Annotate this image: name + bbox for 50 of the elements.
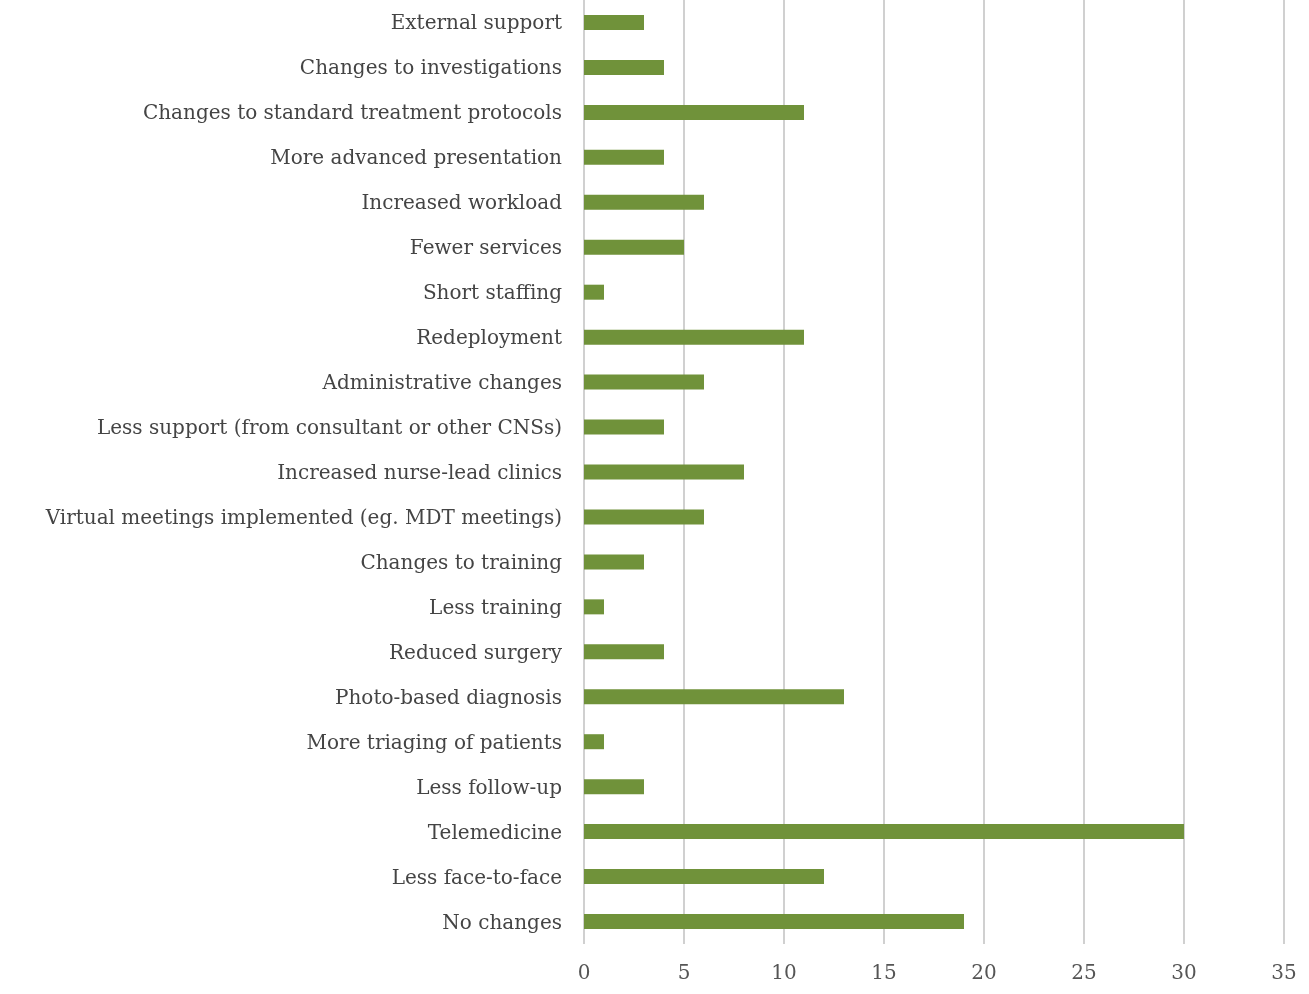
x-tick-label: 25 — [1071, 960, 1097, 984]
bar — [584, 194, 704, 210]
x-tick-label: 5 — [677, 960, 691, 984]
y-tick-label: Changes to standard treatment protocols — [142, 100, 562, 125]
bar — [584, 149, 664, 165]
bar — [584, 644, 664, 660]
y-tick-label: Changes to investigations — [299, 55, 562, 80]
bar — [584, 329, 804, 345]
x-tick-label: 35 — [1271, 960, 1297, 984]
y-tick-label: Changes to training — [360, 549, 563, 574]
y-tick-label: Increased workload — [361, 190, 563, 215]
bar — [584, 689, 844, 705]
y-tick-label: Less training — [429, 594, 563, 619]
x-tick-label: 15 — [871, 960, 897, 984]
bar — [584, 104, 804, 120]
y-tick-label: Administrative changes — [321, 370, 562, 395]
x-tick-label: 10 — [771, 960, 797, 984]
x-tick-label: 20 — [971, 960, 997, 984]
bar — [584, 779, 644, 795]
y-tick-label: No changes — [442, 909, 562, 934]
bar — [584, 599, 604, 615]
bar — [584, 464, 744, 480]
y-tick-label: Short staffing — [422, 280, 563, 305]
bar — [584, 509, 704, 525]
bar — [584, 869, 824, 885]
y-tick-label: External support — [390, 10, 562, 35]
y-tick-label: Less support (from consultant or other CNSs) — [96, 415, 562, 440]
y-tick-label: Redeployment — [416, 325, 562, 350]
bar — [584, 374, 704, 390]
y-tick-label: More triaging of patients — [306, 729, 562, 754]
y-tick-label: Virtual meetings implemented (eg. MDT meetings) — [44, 504, 562, 529]
bar — [584, 14, 644, 30]
y-tick-label: Photo-based diagnosis — [335, 684, 562, 709]
y-tick-label: Reduced surgery — [389, 639, 563, 664]
bar — [584, 914, 964, 930]
x-tick-label: 30 — [1171, 960, 1197, 984]
bar — [584, 824, 1184, 840]
y-tick-label: More advanced presentation — [270, 145, 563, 170]
bar — [584, 419, 664, 435]
bar — [584, 554, 644, 570]
bar — [584, 734, 604, 750]
y-tick-label: Telemedicine — [427, 819, 562, 844]
y-tick-label: Less face-to-face — [391, 864, 562, 889]
y-tick-label: Increased nurse-lead clinics — [277, 460, 562, 484]
x-tick-label: 0 — [577, 960, 591, 984]
bar — [584, 239, 684, 255]
y-tick-label: Fewer services — [409, 235, 562, 260]
bar — [584, 284, 604, 300]
y-tick-label: Less follow-up — [416, 774, 562, 799]
bar — [584, 59, 664, 75]
